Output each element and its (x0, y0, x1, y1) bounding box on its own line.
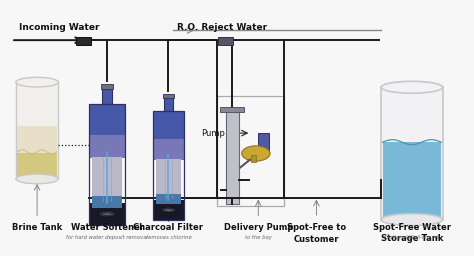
FancyBboxPatch shape (89, 134, 125, 158)
FancyBboxPatch shape (102, 89, 112, 104)
FancyBboxPatch shape (16, 82, 58, 179)
Ellipse shape (161, 207, 176, 213)
FancyBboxPatch shape (101, 84, 113, 89)
FancyBboxPatch shape (17, 151, 57, 178)
FancyBboxPatch shape (220, 106, 244, 112)
FancyBboxPatch shape (251, 155, 256, 162)
FancyBboxPatch shape (153, 138, 184, 160)
Text: for hard water deposit removal: for hard water deposit removal (66, 236, 148, 240)
Ellipse shape (98, 210, 116, 217)
FancyBboxPatch shape (17, 126, 57, 153)
Text: Brine Tank: Brine Tank (12, 223, 62, 232)
FancyBboxPatch shape (226, 108, 239, 204)
FancyBboxPatch shape (155, 194, 182, 205)
Text: Optional Wall-Mount: Optional Wall-Mount (385, 236, 438, 240)
Text: Delivery Pump: Delivery Pump (224, 223, 293, 232)
FancyBboxPatch shape (164, 94, 173, 98)
FancyBboxPatch shape (258, 133, 269, 151)
FancyBboxPatch shape (381, 87, 443, 220)
Text: Incoming Water: Incoming Water (18, 23, 99, 32)
FancyBboxPatch shape (153, 200, 184, 220)
FancyBboxPatch shape (76, 37, 91, 45)
Text: to the bay: to the bay (245, 236, 272, 240)
FancyBboxPatch shape (92, 196, 122, 208)
Text: R.O. Reject Water: R.O. Reject Water (176, 23, 267, 32)
Ellipse shape (16, 174, 58, 184)
Text: Spot-Free Water
Storage Tank: Spot-Free Water Storage Tank (373, 223, 451, 243)
Text: Charcoal Filter: Charcoal Filter (134, 223, 203, 232)
Text: Pump: Pump (201, 129, 226, 137)
FancyBboxPatch shape (155, 159, 182, 200)
Ellipse shape (16, 77, 58, 87)
FancyBboxPatch shape (383, 141, 441, 218)
FancyBboxPatch shape (89, 203, 125, 225)
Ellipse shape (381, 81, 443, 93)
Ellipse shape (242, 146, 270, 161)
FancyBboxPatch shape (218, 37, 233, 45)
FancyBboxPatch shape (164, 98, 173, 111)
Text: removes chlorine: removes chlorine (146, 236, 191, 240)
FancyBboxPatch shape (89, 104, 125, 135)
FancyBboxPatch shape (153, 111, 184, 139)
Text: Water Softener: Water Softener (71, 223, 144, 232)
FancyBboxPatch shape (383, 139, 441, 142)
FancyBboxPatch shape (92, 157, 122, 203)
Text: Spot-Free to
Customer: Spot-Free to Customer (287, 223, 346, 243)
Ellipse shape (381, 214, 443, 226)
